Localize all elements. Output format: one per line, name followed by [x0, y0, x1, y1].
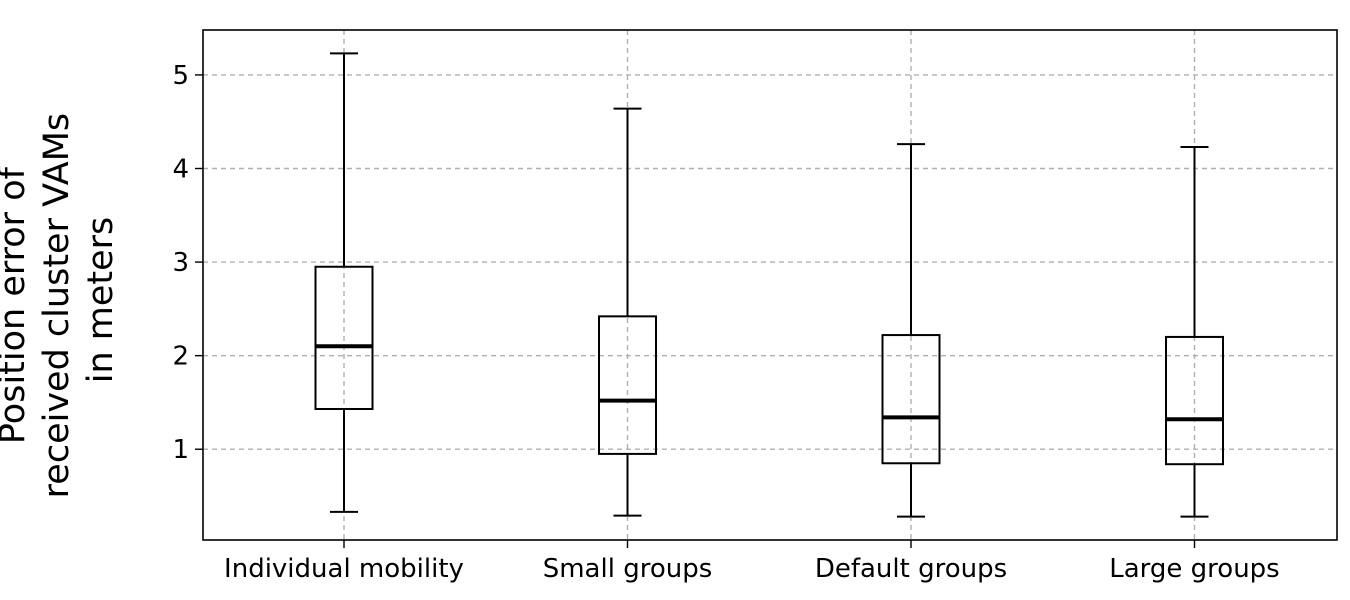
x-tick-label: Default groups: [815, 554, 1007, 584]
y-tick-label: 2: [172, 342, 189, 372]
tick-layer: 1 2 3 4 5 Individual mobility Small groups Defa…: [172, 61, 1279, 584]
y-axis-label-line-2: received cluster VAMs: [37, 113, 77, 498]
box-1: [314, 52, 374, 513]
box-layer: [314, 52, 1224, 518]
iqr-box: [1165, 335, 1224, 466]
box-4: [1165, 145, 1224, 518]
y-axis-label-line-3: in meters: [81, 217, 121, 384]
y-tick-label: 4: [172, 154, 189, 184]
y-tick-label: 1: [172, 435, 189, 465]
iqr-box: [314, 265, 374, 410]
y-axis-label: Position error of received cluster VAMs …: [0, 102, 121, 499]
x-tick-label: Large groups: [1109, 554, 1279, 584]
y-tick-label: 5: [172, 61, 189, 91]
box-2: [598, 107, 657, 517]
y-tick-label: 3: [172, 248, 189, 278]
y-axis-label-line-1: Position error of: [0, 166, 33, 444]
iqr-box: [881, 334, 941, 465]
box-3: [881, 143, 941, 518]
x-tick-label: Individual mobility: [224, 554, 464, 584]
iqr-box: [598, 315, 657, 455]
x-tick-label: Small groups: [543, 554, 713, 584]
plot-frame: [202, 29, 1338, 541]
